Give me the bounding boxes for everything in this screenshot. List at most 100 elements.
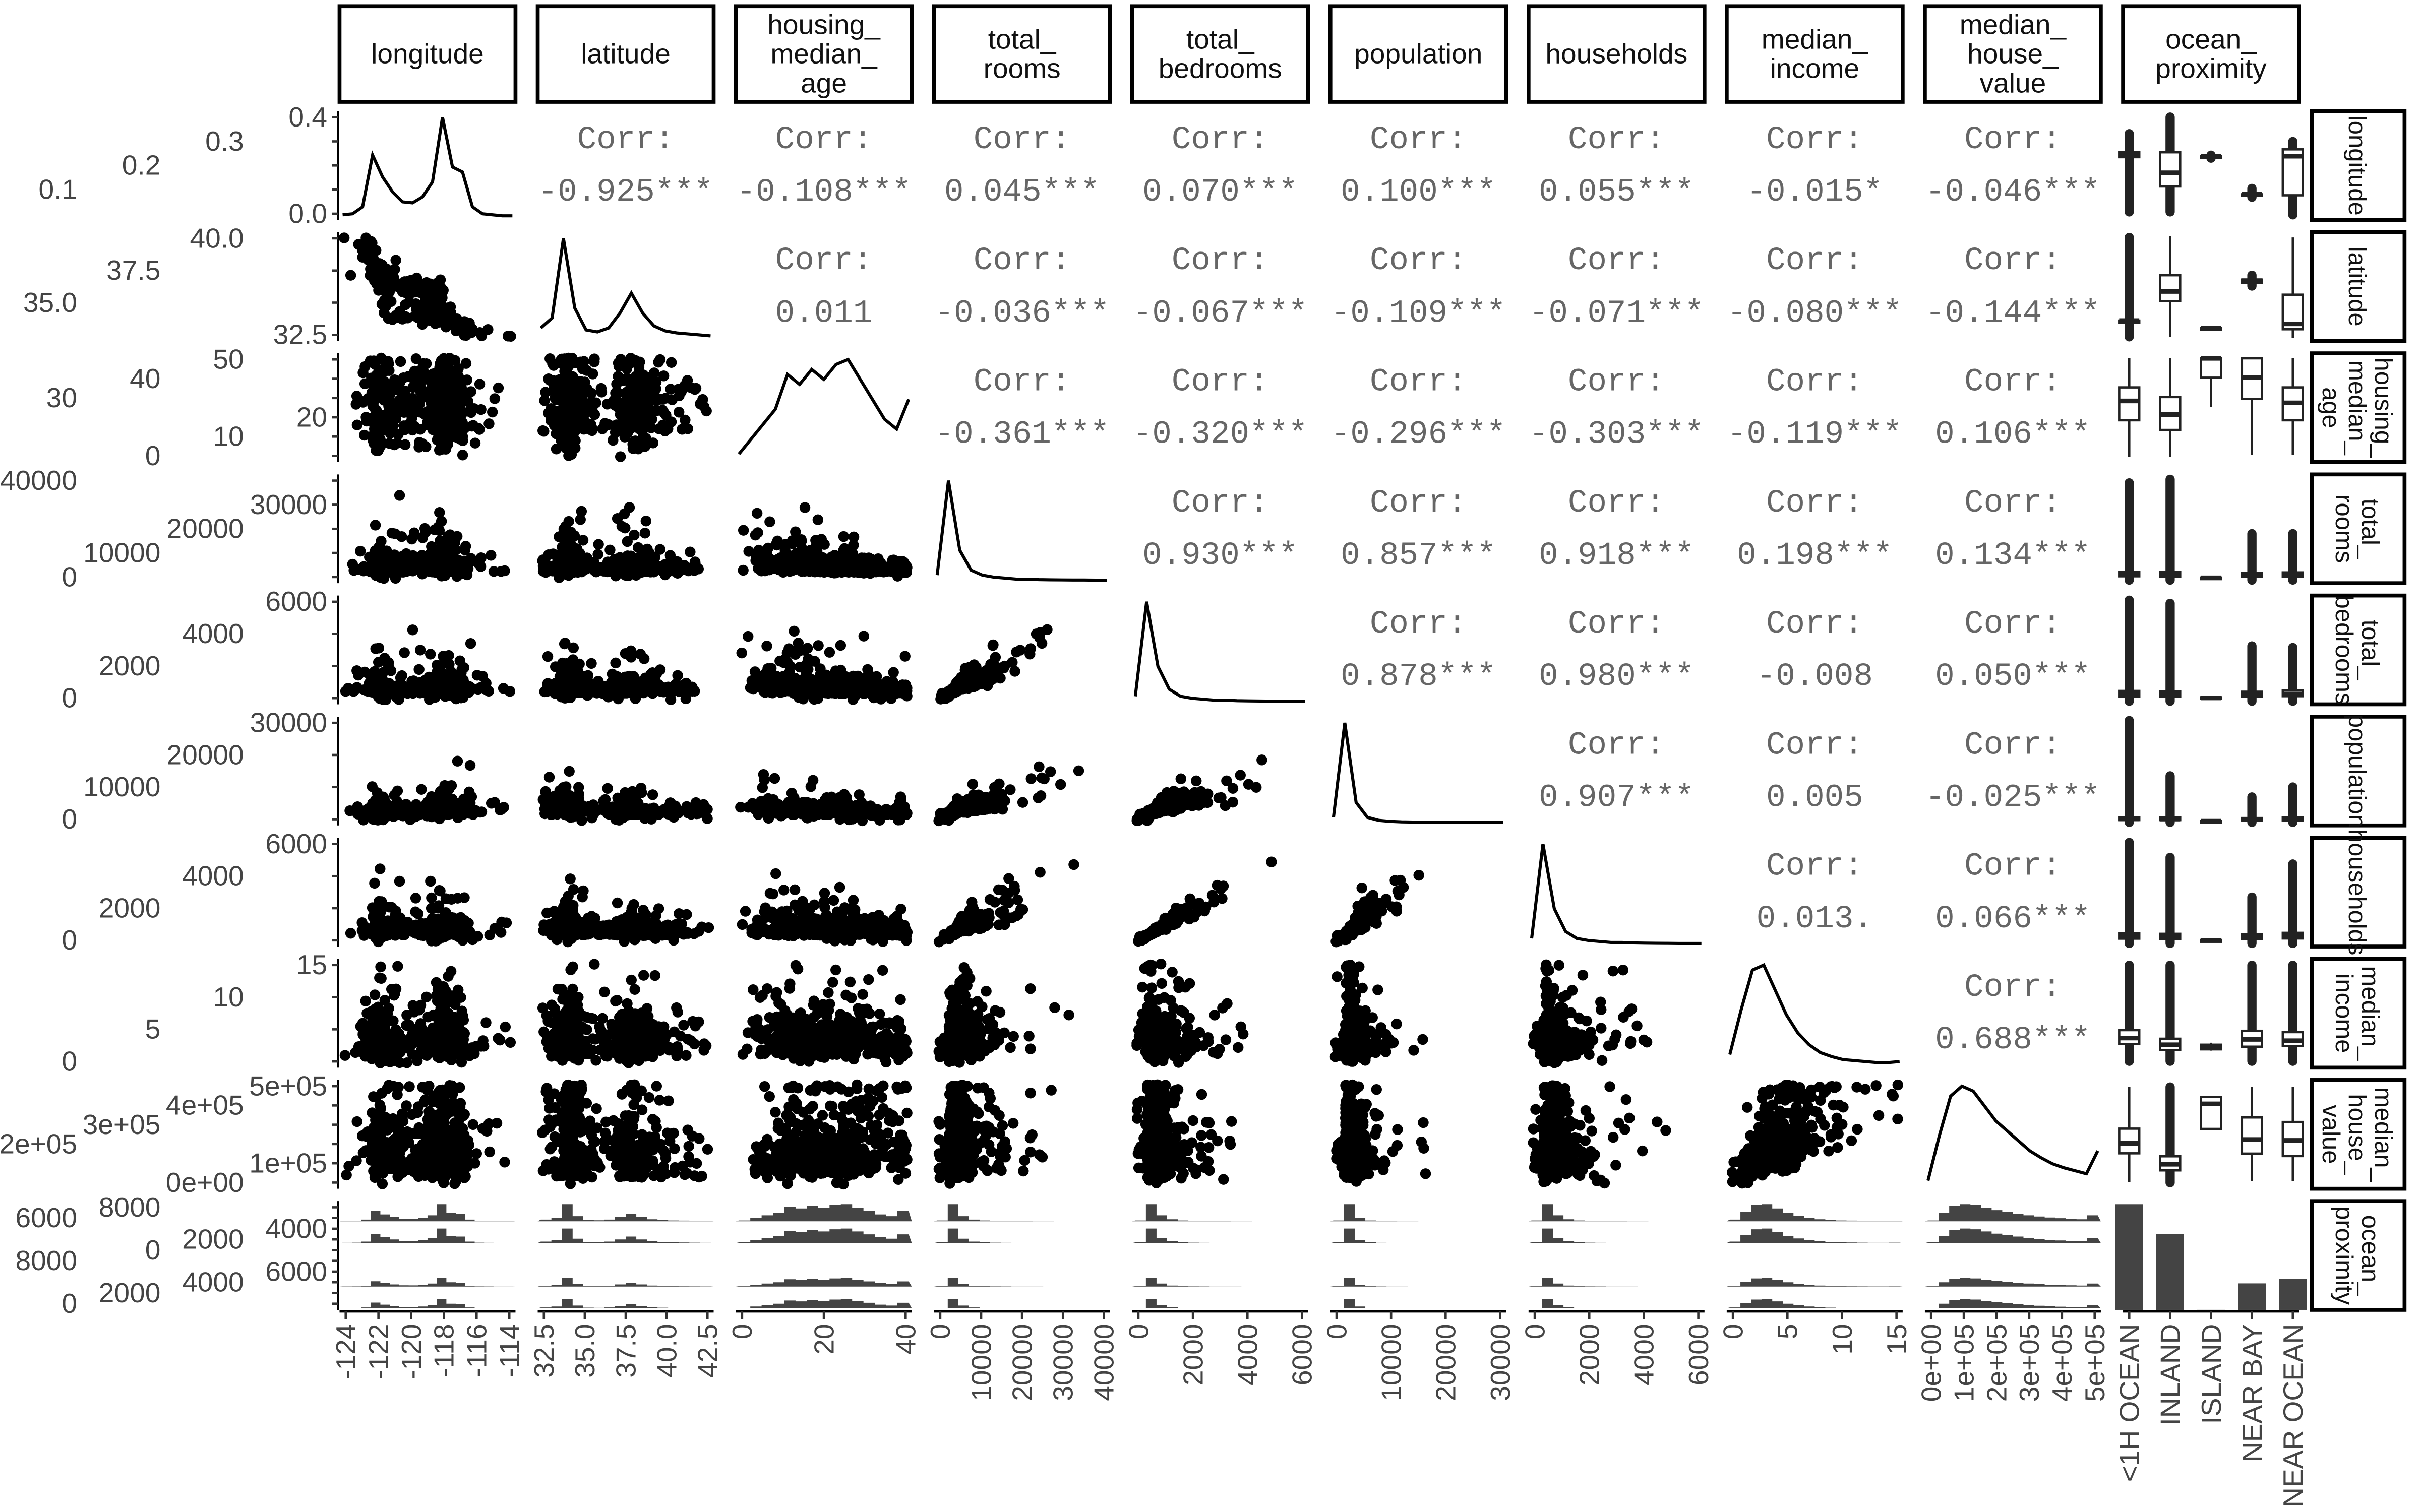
x-tick-label: 42.5 [692, 1324, 723, 1378]
density-line [738, 357, 911, 455]
panel-latitude-total_bedrooms: Corr: -0.067*** [1133, 242, 1308, 332]
strip-box [1328, 4, 1508, 104]
panel-longitude-longitude [342, 117, 513, 218]
label-line: latitude [2343, 247, 2371, 327]
boxplot--1h-ocean [2118, 716, 2141, 827]
corr-label: Corr: [1568, 121, 1665, 158]
scatter-points [344, 755, 509, 826]
corr-value: -0.303*** [1529, 416, 1704, 453]
label-line: households [2343, 829, 2371, 955]
label-line: median_ [770, 38, 878, 70]
row-strip-median_house_value: median_house_value [2310, 1078, 2407, 1191]
panel-longitude-population: Corr: 0.100*** [1341, 121, 1496, 211]
x-tick-label: 37.5 [610, 1324, 641, 1378]
x-tick-label: NEAR BAY [2236, 1324, 2268, 1463]
label-line: population [2343, 714, 2371, 828]
x-tick-label: 6000 [1683, 1324, 1714, 1386]
y-tick-label: 20 [296, 401, 327, 432]
boxplot-inland [2159, 474, 2182, 585]
corr-label: Corr: [1964, 363, 2062, 400]
x-tick-label: 35.0 [569, 1324, 600, 1378]
box [2241, 1116, 2263, 1155]
y-tick-label: 3e+05 [83, 1109, 161, 1140]
panel-median_house_value-median_house_value [1926, 1084, 2099, 1181]
strip-label: population [2343, 714, 2371, 828]
panel-median_house_value-longitude [341, 1080, 510, 1189]
histogram-inland [934, 1228, 1110, 1243]
strip-box [337, 4, 518, 104]
strip-label: total_rooms [2330, 494, 2384, 563]
strip-box [1527, 4, 1707, 104]
histogram-near-bay [1528, 1278, 1705, 1287]
corr-value: -0.108*** [737, 174, 912, 211]
strip-box [2310, 472, 2407, 585]
x-tick-label: 0 [1321, 1324, 1352, 1340]
y-tick-label: 0.4 [288, 101, 327, 133]
density-line [1926, 1084, 2099, 1181]
panel-longitude-total_bedrooms: Corr: 0.070*** [1142, 121, 1298, 211]
x-tick-label: 2000 [1574, 1324, 1605, 1386]
y-tick-label: 1e+05 [249, 1148, 327, 1179]
strip-box [2310, 109, 2407, 222]
x-tick-label: 2e+05 [1981, 1324, 2012, 1402]
strip-box [2121, 4, 2301, 104]
strip-label: median_income [1762, 23, 1869, 84]
histogram-near-ocean [339, 1299, 516, 1308]
y-tick-label: 20000 [166, 739, 244, 770]
corr-label: Corr: [1370, 242, 1467, 279]
density-line [539, 238, 711, 338]
boxplot-near-ocean [2281, 237, 2304, 338]
x-tick-label: -124 [330, 1324, 361, 1379]
scatter-points [338, 232, 516, 342]
panel-longitude-latitude: Corr: -0.925*** [538, 121, 713, 211]
row-strip-latitude: latitude [2310, 230, 2407, 343]
corr-value: -0.080*** [1727, 295, 1902, 332]
label-line: population [1354, 38, 1482, 70]
density-line [1530, 843, 1702, 945]
strip-label: longitude [2343, 115, 2371, 216]
histogram-near-bay [1330, 1278, 1506, 1287]
row-strip-households: households [2310, 829, 2407, 955]
strip-median_house_value: median_ house_ value [1923, 4, 2103, 104]
panel-housing_median_age-housing_median_age [738, 357, 911, 455]
strip-box [1725, 4, 1905, 104]
histogram-near-bay [1726, 1278, 1903, 1287]
strip-label: median_house_value [2317, 1087, 2397, 1182]
scatter-points [1131, 1079, 1237, 1188]
boxplot-near-bay [2241, 529, 2263, 585]
strip-label: households [2343, 829, 2371, 955]
scatter-points [341, 1080, 510, 1189]
boxplot-inland [2159, 853, 2182, 949]
label-line: income [1770, 53, 1860, 84]
histogram-inland [1132, 1228, 1308, 1243]
corr-label: Corr: [974, 363, 1071, 400]
y-tick-label: 6000 [265, 1255, 327, 1287]
panel-longitude-median_house_value: Corr: -0.046*** [1925, 121, 2100, 211]
scatter-points [738, 502, 913, 582]
panel-households-population [1330, 869, 1424, 948]
strip-box [535, 4, 716, 104]
x-tick-label: 40000 [1088, 1324, 1120, 1401]
x-tick-label: -120 [396, 1324, 427, 1379]
y-tick-label: 0 [62, 561, 77, 592]
row-strip-population: population [2310, 714, 2407, 828]
panel-ocean_proximity-ocean_proximity [2115, 1204, 2307, 1310]
panel-ocean_proximity-total_rooms [934, 1204, 1110, 1308]
strip-label: ocean_proximity [2155, 23, 2267, 84]
x-tick-label: 0 [1123, 1324, 1154, 1340]
corr-label: Corr: [1568, 363, 1665, 400]
x-tick-label: 32.5 [528, 1324, 560, 1378]
histogram-near-ocean [934, 1299, 1110, 1308]
boxplot-island [2200, 356, 2222, 407]
strip-label: housing_median_age [767, 9, 881, 98]
row-strip-housing_median_age: housing_median_age [2310, 351, 2407, 464]
label-line: longitude [371, 38, 484, 70]
boxplot-island [2200, 818, 2222, 824]
panel-households-households [1530, 843, 1702, 945]
panel-households-median_house_value: Corr: 0.066*** [1935, 848, 2091, 937]
scatter-points [538, 873, 714, 948]
panel-housing_median_age-population: Corr: -0.296*** [1331, 363, 1506, 453]
label-line: median_ [1762, 23, 1869, 54]
panels: Corr: -0.925*** Corr: -0.108*** Corr: 0.045**… [338, 112, 2307, 1310]
panel-median_house_value-median_income [1726, 1079, 1903, 1189]
